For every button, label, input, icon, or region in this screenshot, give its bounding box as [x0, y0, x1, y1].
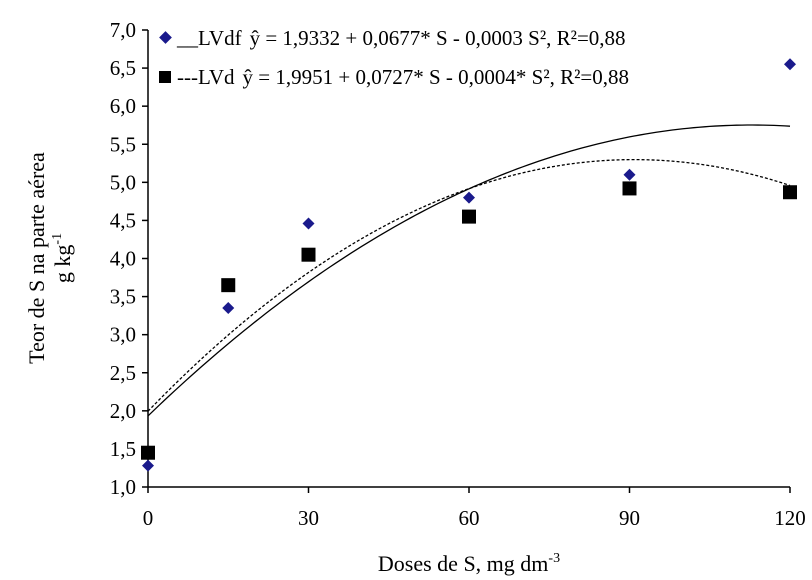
y-tick-label: 5,0: [110, 170, 136, 194]
data-point-lvd: [141, 445, 155, 460]
x-tick-label: 60: [459, 506, 480, 530]
x-tick-label: 90: [619, 506, 640, 530]
data-points: [141, 58, 797, 472]
x-axis-title-text: Doses de S, mg dm: [378, 551, 549, 576]
legend-equation-lvd: ŷ = 1,9951 + 0,0727* S - 0,0004* S², R²=…: [243, 65, 629, 89]
legend-marker-lvd: [159, 71, 171, 83]
y-tick-label: 6,5: [110, 56, 136, 80]
y-axis-title: Teor de S na parte aérea g kg-1: [24, 152, 75, 364]
y-ticks: 1,0 1,5 2,0 2,5 3,0 3,5 4,0 4,5 5,0 5,5 6,0 6,5 7,0: [110, 18, 148, 499]
y-tick-label: 7,0: [110, 18, 136, 42]
data-point-lvd: [301, 247, 316, 262]
y-tick-label: 1,0: [110, 475, 136, 499]
x-ticks: 0 30 60 90 120: [143, 487, 806, 530]
legend-label-lvd: ---LVd: [177, 65, 235, 89]
y-tick-label: 2,0: [110, 399, 136, 423]
legend: __LVdf ŷ = 1,9332 + 0,0677* S - 0,0003 S²…: [159, 26, 629, 89]
y-axis-title-unit-sup: -1: [50, 233, 65, 245]
y-tick-label: 4,0: [110, 247, 136, 271]
data-point-lvd: [783, 185, 797, 200]
y-axis-title-line1: Teor de S na parte aérea: [24, 152, 49, 364]
data-point-lvdf: [784, 58, 796, 71]
y-tick-label: 3,5: [110, 285, 136, 309]
data-point-lvdf: [142, 459, 154, 472]
y-tick-label: 6,0: [110, 94, 136, 118]
x-tick-label: 120: [774, 506, 806, 530]
data-point-lvd: [462, 209, 476, 224]
y-tick-label: 2,5: [110, 361, 136, 385]
svg-text:Teor de S na parte aérea: Teor de S na parte aérea: [24, 152, 49, 364]
axes: [147, 30, 790, 488]
svg-text:g kg-1: g kg-1: [50, 233, 75, 283]
data-point-lvdf: [463, 191, 475, 204]
fit-curve-lvd: [147, 158, 791, 412]
legend-entry-lvd: ---LVd ŷ = 1,9951 + 0,0727* S - 0,0004* S…: [177, 65, 629, 89]
legend-entry-lvdf: __LVdf ŷ = 1,9332 + 0,0677* S - 0,0003 S²…: [176, 26, 626, 50]
data-point-lvd: [221, 278, 236, 293]
data-point-lvdf: [302, 217, 315, 230]
legend-label-lvdf: __LVdf: [176, 26, 242, 50]
x-tick-label: 0: [143, 506, 154, 530]
legend-marker-lvdf: [159, 31, 172, 44]
y-axis-title-line2: g kg: [50, 245, 75, 284]
fit-curve-lvdf: [147, 124, 791, 417]
x-axis-title-unit-sup: -3: [548, 551, 560, 566]
data-point-lvd: [622, 181, 637, 196]
fitted-curves: [147, 124, 791, 417]
data-point-lvdf: [222, 302, 235, 315]
x-axis-title: Doses de S, mg dm-3: [378, 551, 560, 576]
y-tick-label: 3,0: [110, 323, 136, 347]
legend-equation-lvdf: ŷ = 1,9332 + 0,0677* S - 0,0003 S², R²=0…: [250, 26, 626, 50]
y-tick-label: 4,5: [110, 208, 136, 232]
y-tick-label: 5,5: [110, 132, 136, 156]
y-tick-label: 1,5: [110, 437, 136, 461]
data-point-lvdf: [623, 168, 636, 181]
x-tick-label: 30: [298, 506, 319, 530]
